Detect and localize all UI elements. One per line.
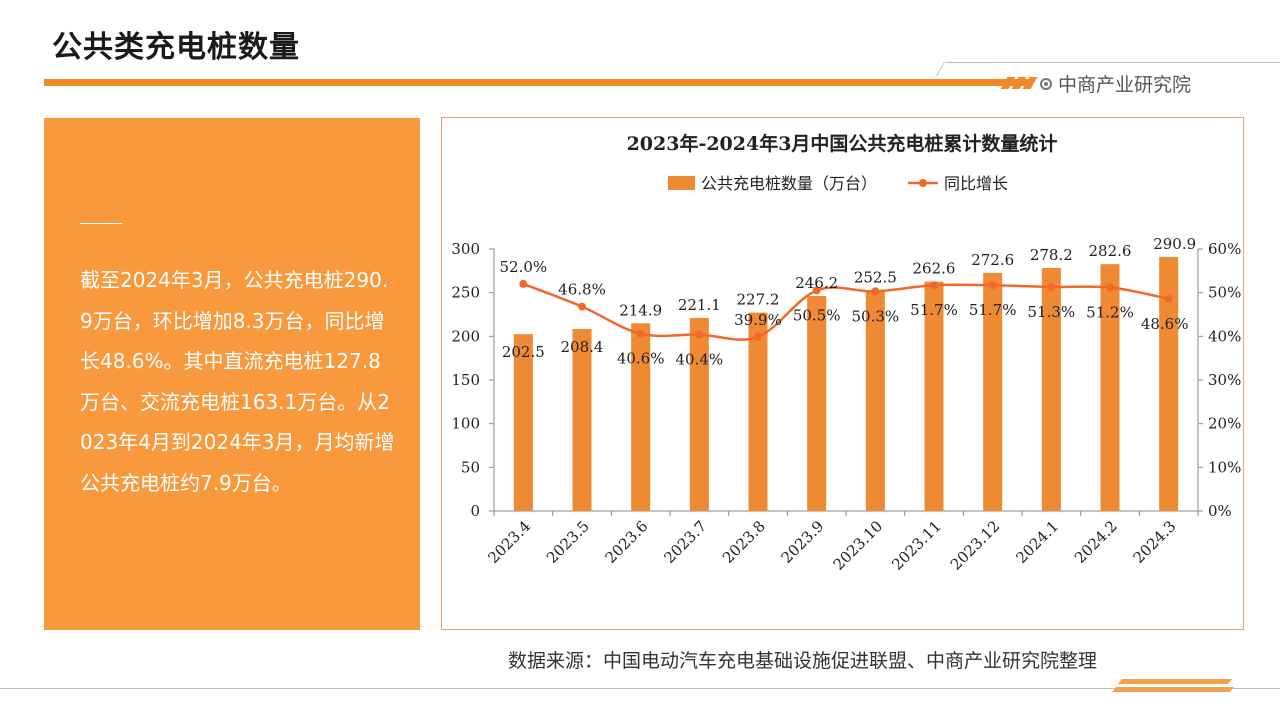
line-value-label: 46.8% xyxy=(558,281,606,299)
bar xyxy=(1041,268,1061,511)
y-right-tick-label: 20% xyxy=(1208,415,1241,433)
summary-panel: 截至2024年3月，公共充电桩290.9万台，环比增加8.3万台，同比增长48.… xyxy=(44,118,420,630)
bar xyxy=(748,312,768,511)
growth-point xyxy=(754,332,762,341)
bar xyxy=(983,272,1003,511)
data-source: 数据来源：中国电动汽车充电基础设施促进联盟、中商产业研究院整理 xyxy=(508,650,1098,672)
footer-divider xyxy=(0,688,1280,689)
legend-bar-swatch xyxy=(668,176,695,190)
x-tick-label: 2023.7 xyxy=(660,517,710,567)
line-value-label: 52.0% xyxy=(500,258,548,276)
bar xyxy=(924,281,944,511)
y-right-tick-label: 30% xyxy=(1208,371,1241,389)
growth-point xyxy=(1106,283,1114,292)
brand-name: 中商产业研究院 xyxy=(1058,74,1192,96)
x-tick-label: 2024.2 xyxy=(1071,517,1121,567)
bar xyxy=(689,317,709,511)
bar-value-label: 278.2 xyxy=(1030,246,1073,264)
x-tick-label: 2023.12 xyxy=(947,517,1004,574)
y-right-tick-label: 40% xyxy=(1208,327,1241,345)
line-value-label: 51.3% xyxy=(1028,303,1076,321)
y-right-tick-label: 60% xyxy=(1208,240,1241,258)
bar xyxy=(1100,264,1120,511)
y-left-tick-label: 100 xyxy=(451,415,480,433)
y-left-tick-label: 250 xyxy=(451,284,480,302)
x-tick-label: 2023.4 xyxy=(484,517,534,567)
line-value-label: 51.7% xyxy=(910,301,958,319)
legend-line-marker xyxy=(919,179,927,187)
line-value-label: 39.9% xyxy=(734,311,782,329)
bar-value-label: 202.5 xyxy=(502,343,545,361)
growth-point xyxy=(695,330,704,339)
x-tick-label: 2023.8 xyxy=(719,517,769,567)
y-right-tick-label: 10% xyxy=(1208,458,1241,476)
x-tick-label: 2024.1 xyxy=(1012,517,1062,567)
brand-logo: 中商产业研究院 xyxy=(1040,70,1191,97)
line-value-label: 50.3% xyxy=(852,307,900,325)
x-tick-label: 2024.3 xyxy=(1130,517,1180,567)
line-value-label: 51.2% xyxy=(1086,303,1134,321)
bar-value-label: 282.6 xyxy=(1089,242,1132,260)
y-right-tick-label: 0% xyxy=(1208,502,1232,520)
x-tick-label: 2023.9 xyxy=(778,517,828,567)
y-left-tick-label: 200 xyxy=(451,327,480,345)
growth-point xyxy=(578,302,586,311)
chart-title: 2023年-2024年3月中国公共充电桩累计数量统计 xyxy=(627,132,1058,155)
growth-point xyxy=(930,281,938,290)
line-value-label: 51.7% xyxy=(969,301,1017,319)
legend-line-label: 同比增长 xyxy=(944,174,1008,193)
header-divider-slant xyxy=(935,62,946,76)
y-left-tick-label: 300 xyxy=(451,240,480,258)
bar-value-label: 272.6 xyxy=(971,251,1014,269)
growth-point xyxy=(636,329,645,338)
y-left-tick-label: 150 xyxy=(451,371,480,389)
bar-value-label: 208.4 xyxy=(561,338,604,356)
growth-point xyxy=(812,286,821,295)
bar-value-label: 221.1 xyxy=(678,296,721,314)
line-value-label: 50.5% xyxy=(793,306,841,324)
y-left-tick-label: 0 xyxy=(470,502,480,520)
bar-value-label: 262.6 xyxy=(913,260,956,278)
target-icon xyxy=(1040,77,1052,90)
growth-point xyxy=(988,281,997,290)
growth-point xyxy=(519,279,528,288)
bar xyxy=(807,295,827,511)
line-value-label: 40.6% xyxy=(617,350,665,368)
bar-value-label: 252.5 xyxy=(854,268,897,286)
title-underline xyxy=(44,79,1030,86)
panel-dash xyxy=(80,223,122,224)
line-value-label: 48.6% xyxy=(1141,315,1189,333)
bar xyxy=(865,290,885,511)
x-tick-label: 2023.10 xyxy=(830,517,887,574)
header-divider xyxy=(946,62,1280,63)
page-title: 公共类充电桩数量 xyxy=(52,30,300,65)
legend-bar-label: 公共充电桩数量（万台） xyxy=(701,174,877,193)
growth-point xyxy=(871,287,880,296)
y-left-tick-label: 50 xyxy=(461,458,480,476)
growth-point xyxy=(1047,282,1056,291)
bar-value-label: 227.2 xyxy=(737,291,780,309)
y-right-tick-label: 50% xyxy=(1208,284,1241,302)
growth-point xyxy=(1164,294,1173,303)
bar xyxy=(513,334,533,511)
x-tick-label: 2023.6 xyxy=(602,517,652,567)
bar-value-label: 214.9 xyxy=(619,301,662,319)
bar xyxy=(1159,256,1179,511)
bar xyxy=(572,328,592,511)
line-value-label: 40.4% xyxy=(676,351,724,369)
footer-stripes xyxy=(1110,679,1250,693)
chart-frame: 2023年-2024年3月中国公共充电桩累计数量统计公共充电桩数量（万台） 同比增… xyxy=(441,117,1244,630)
summary-text: 截至2024年3月，公共充电桩290.9万台，环比增加8.3万台，同比增长48.… xyxy=(80,268,395,495)
header-stripes xyxy=(1000,77,1038,89)
bar-value-label: 246.2 xyxy=(795,274,838,292)
bar-value-label: 290.9 xyxy=(1153,235,1196,253)
bar xyxy=(631,323,651,511)
x-tick-label: 2023.5 xyxy=(543,517,593,567)
x-tick-label: 2023.11 xyxy=(888,517,945,574)
